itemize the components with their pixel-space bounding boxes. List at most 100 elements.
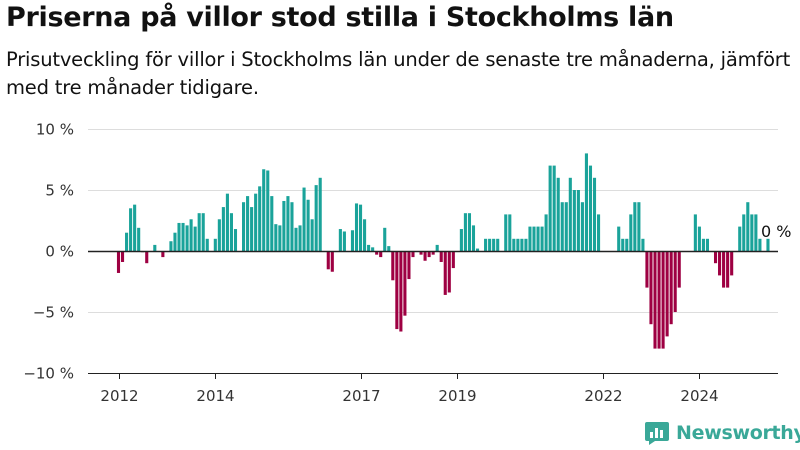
bar <box>383 227 387 251</box>
bar <box>592 177 597 251</box>
bar <box>423 251 427 261</box>
bar <box>701 238 705 251</box>
bar <box>504 214 508 251</box>
labels: 10 % 5 % 0 % −5 % −10 % 2012 2014 2017 2019 2022 2… <box>23 121 791 406</box>
y-tick-label: 10 % <box>36 121 74 139</box>
bar <box>584 153 588 251</box>
bar <box>229 213 233 251</box>
bar <box>661 251 665 349</box>
bar <box>552 165 556 251</box>
bar <box>197 213 201 251</box>
bar <box>439 251 443 262</box>
bar <box>258 186 262 251</box>
bar <box>314 185 318 251</box>
y-tick-label: −10 % <box>23 365 74 383</box>
bar <box>693 214 697 251</box>
bar <box>242 202 246 251</box>
bar <box>730 251 734 276</box>
y-tick-label: 0 % <box>45 243 74 261</box>
bar <box>391 251 395 281</box>
bar <box>665 251 669 337</box>
bar <box>697 226 701 251</box>
bar <box>524 238 528 251</box>
bar <box>250 207 254 251</box>
axes <box>88 250 778 379</box>
bar <box>572 190 576 251</box>
bar <box>722 251 726 288</box>
x-tick-label: 2019 <box>438 387 476 405</box>
bar <box>754 214 758 251</box>
bar <box>205 238 209 251</box>
bar <box>435 244 439 251</box>
bar <box>185 225 189 251</box>
bar <box>560 202 564 251</box>
bar <box>484 238 488 251</box>
bar <box>330 251 334 272</box>
bars <box>116 153 770 349</box>
bar <box>637 202 641 251</box>
y-tick-label: −5 % <box>33 304 74 322</box>
bar <box>488 238 492 251</box>
bar <box>217 219 221 251</box>
bar <box>306 199 310 251</box>
bar <box>738 226 742 251</box>
bar <box>750 214 754 251</box>
bar <box>354 203 359 251</box>
bar <box>310 219 314 251</box>
bar <box>625 238 629 251</box>
bar <box>621 238 625 251</box>
bar <box>528 226 532 251</box>
bar <box>282 200 286 251</box>
bar <box>463 213 467 251</box>
bar <box>556 177 560 251</box>
chart-subtitle: Prisutveckling för villor i Stockholms l… <box>6 48 791 99</box>
logo-text: Newsworthy <box>676 422 800 444</box>
bar <box>318 177 322 251</box>
bar <box>254 193 258 251</box>
bar <box>153 244 157 251</box>
x-tick-label: 2022 <box>584 387 622 405</box>
bar <box>286 196 290 251</box>
bar <box>411 251 415 258</box>
bar <box>669 251 673 325</box>
bar <box>705 238 710 251</box>
bar <box>358 204 363 251</box>
bar <box>673 251 677 312</box>
bar <box>375 251 379 255</box>
bar <box>431 251 435 255</box>
bar <box>653 251 657 349</box>
bar <box>597 214 601 251</box>
y-tick-label: 5 % <box>45 182 74 200</box>
bar <box>266 170 270 251</box>
bar <box>516 238 520 251</box>
bar <box>270 196 274 251</box>
bar <box>746 202 750 251</box>
bar <box>447 251 451 293</box>
bar <box>338 229 342 251</box>
bar <box>371 247 375 251</box>
bar <box>274 224 278 251</box>
bar <box>580 202 584 251</box>
bar <box>379 251 383 258</box>
bar <box>403 251 407 316</box>
bar <box>298 225 302 251</box>
bar <box>133 204 137 251</box>
bar <box>617 226 621 251</box>
newsworthy-logo: Newsworthy <box>644 418 800 448</box>
bar <box>326 251 330 270</box>
bar <box>443 251 447 295</box>
bar <box>201 213 205 251</box>
bar <box>367 244 371 251</box>
x-tick-label: 2017 <box>342 387 380 405</box>
bar <box>475 248 480 251</box>
bar <box>508 214 512 251</box>
bar <box>520 238 524 251</box>
bar <box>395 251 399 330</box>
bar <box>225 193 229 251</box>
x-tick-label: 2024 <box>680 387 718 405</box>
bar <box>419 251 423 255</box>
bar <box>496 238 500 251</box>
bar <box>294 227 298 251</box>
bar <box>262 169 266 251</box>
